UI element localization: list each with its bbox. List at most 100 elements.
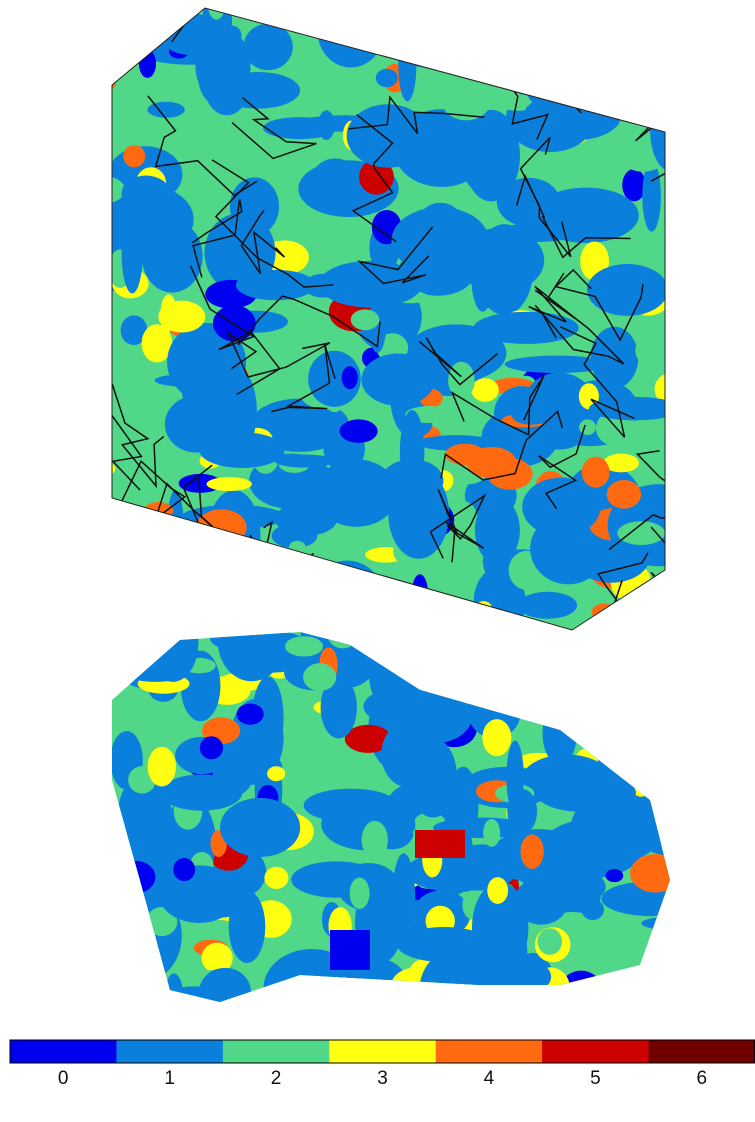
grain-patch	[196, 509, 247, 546]
grain-patch	[603, 453, 639, 473]
grain-patch	[318, 110, 335, 140]
grain-patch	[112, 934, 168, 987]
grain-patch	[537, 928, 563, 955]
colorbar-tick-label: 3	[377, 1068, 388, 1089]
grain-patch	[163, 524, 200, 566]
grain-patch	[388, 468, 450, 559]
grain-patch	[284, 636, 324, 657]
grain-patch	[217, 632, 286, 682]
grain-boundary	[351, 114, 397, 243]
grain-patch	[147, 101, 185, 118]
grain-patch	[487, 877, 509, 904]
grain-boundary	[528, 285, 576, 339]
grain-patch	[482, 719, 512, 757]
grain-patch	[506, 0, 541, 7]
grain-patch	[548, 8, 569, 21]
grain-patch	[121, 209, 143, 294]
grain-patch	[112, 522, 146, 547]
grain-boundary	[608, 450, 665, 551]
grain-boundary	[429, 493, 487, 559]
grain-patch	[320, 676, 357, 739]
grain-patch	[112, 632, 138, 698]
grain-patch	[595, 43, 634, 120]
grain-patch	[112, 958, 117, 995]
grain-patch	[318, 260, 423, 308]
grain-patch	[418, 957, 460, 1002]
grain-boundary	[237, 295, 381, 348]
grain-patch	[235, 269, 316, 301]
grain-patch	[637, 633, 670, 649]
grain-patch	[154, 373, 228, 388]
grain-patch	[606, 480, 642, 509]
grain-patch	[466, 693, 514, 707]
grain-patch	[529, 835, 603, 908]
grain-patch	[112, 543, 132, 558]
grain-patch	[459, 954, 552, 999]
grain-patch	[441, 80, 491, 121]
grain-patch	[531, 648, 566, 695]
grain-patch	[378, 8, 399, 40]
grain-patch	[433, 632, 485, 645]
grain-patch	[605, 868, 624, 883]
colorbar-segment	[10, 1040, 117, 1063]
grain-patch	[610, 8, 660, 23]
grain-patch	[596, 23, 623, 52]
grain-patch	[348, 992, 379, 1002]
grain-patch	[228, 890, 266, 963]
grain-patch	[112, 460, 116, 478]
grain-patch	[314, 459, 398, 527]
grain-patch	[418, 650, 435, 730]
grain-patch	[440, 647, 479, 660]
grain-patch	[112, 632, 132, 662]
grain-patch	[112, 176, 126, 204]
grain-boundary	[232, 594, 382, 630]
grain-patch	[635, 692, 670, 745]
grain-patch	[125, 665, 186, 682]
grain-patch	[520, 372, 598, 450]
grain-patch	[622, 168, 646, 202]
grain-patch	[625, 986, 658, 999]
grain-patch	[389, 585, 442, 622]
grain-patch	[438, 999, 459, 1002]
grain-patch	[520, 834, 544, 869]
grain-patch	[303, 788, 399, 823]
grain-patch	[435, 18, 484, 68]
grain-patch	[420, 654, 448, 690]
grain-patch	[121, 175, 171, 213]
grain-patch	[591, 603, 618, 621]
grain-patch	[500, 683, 552, 707]
grain-patch	[531, 683, 629, 717]
grain-patch	[542, 702, 577, 765]
colorbar-tick-label: 0	[58, 1068, 69, 1089]
grain-patch	[112, 504, 152, 546]
grain-patch	[141, 220, 203, 293]
grain-patch	[415, 830, 465, 858]
grain-boundary	[559, 326, 635, 438]
grain-patch	[112, 906, 118, 948]
grain-patch	[116, 632, 145, 644]
colorbar-segment	[542, 1040, 650, 1063]
grain-boundary	[418, 337, 498, 386]
grain-patch	[112, 930, 120, 968]
grain-patch	[521, 754, 612, 806]
grain-patch	[653, 645, 670, 681]
grain-patch	[361, 820, 388, 860]
grain-boundary	[240, 209, 286, 275]
colorbar-segment	[116, 1040, 224, 1063]
grain-patch	[469, 35, 502, 51]
grain-patch	[339, 419, 378, 443]
grain-patch	[330, 930, 370, 970]
grain-patch	[143, 570, 178, 606]
grain-patch	[482, 633, 501, 691]
grain-patch	[511, 406, 552, 425]
grain-boundary	[450, 374, 545, 436]
grain-patch	[430, 8, 459, 48]
grain-patch	[618, 670, 660, 705]
grain-patch	[225, 553, 251, 576]
grain-boundary	[112, 389, 143, 491]
grain-patch	[556, 684, 580, 711]
grain-patch	[643, 941, 670, 1002]
grain-patch	[590, 73, 624, 96]
grain-patch	[391, 207, 489, 275]
